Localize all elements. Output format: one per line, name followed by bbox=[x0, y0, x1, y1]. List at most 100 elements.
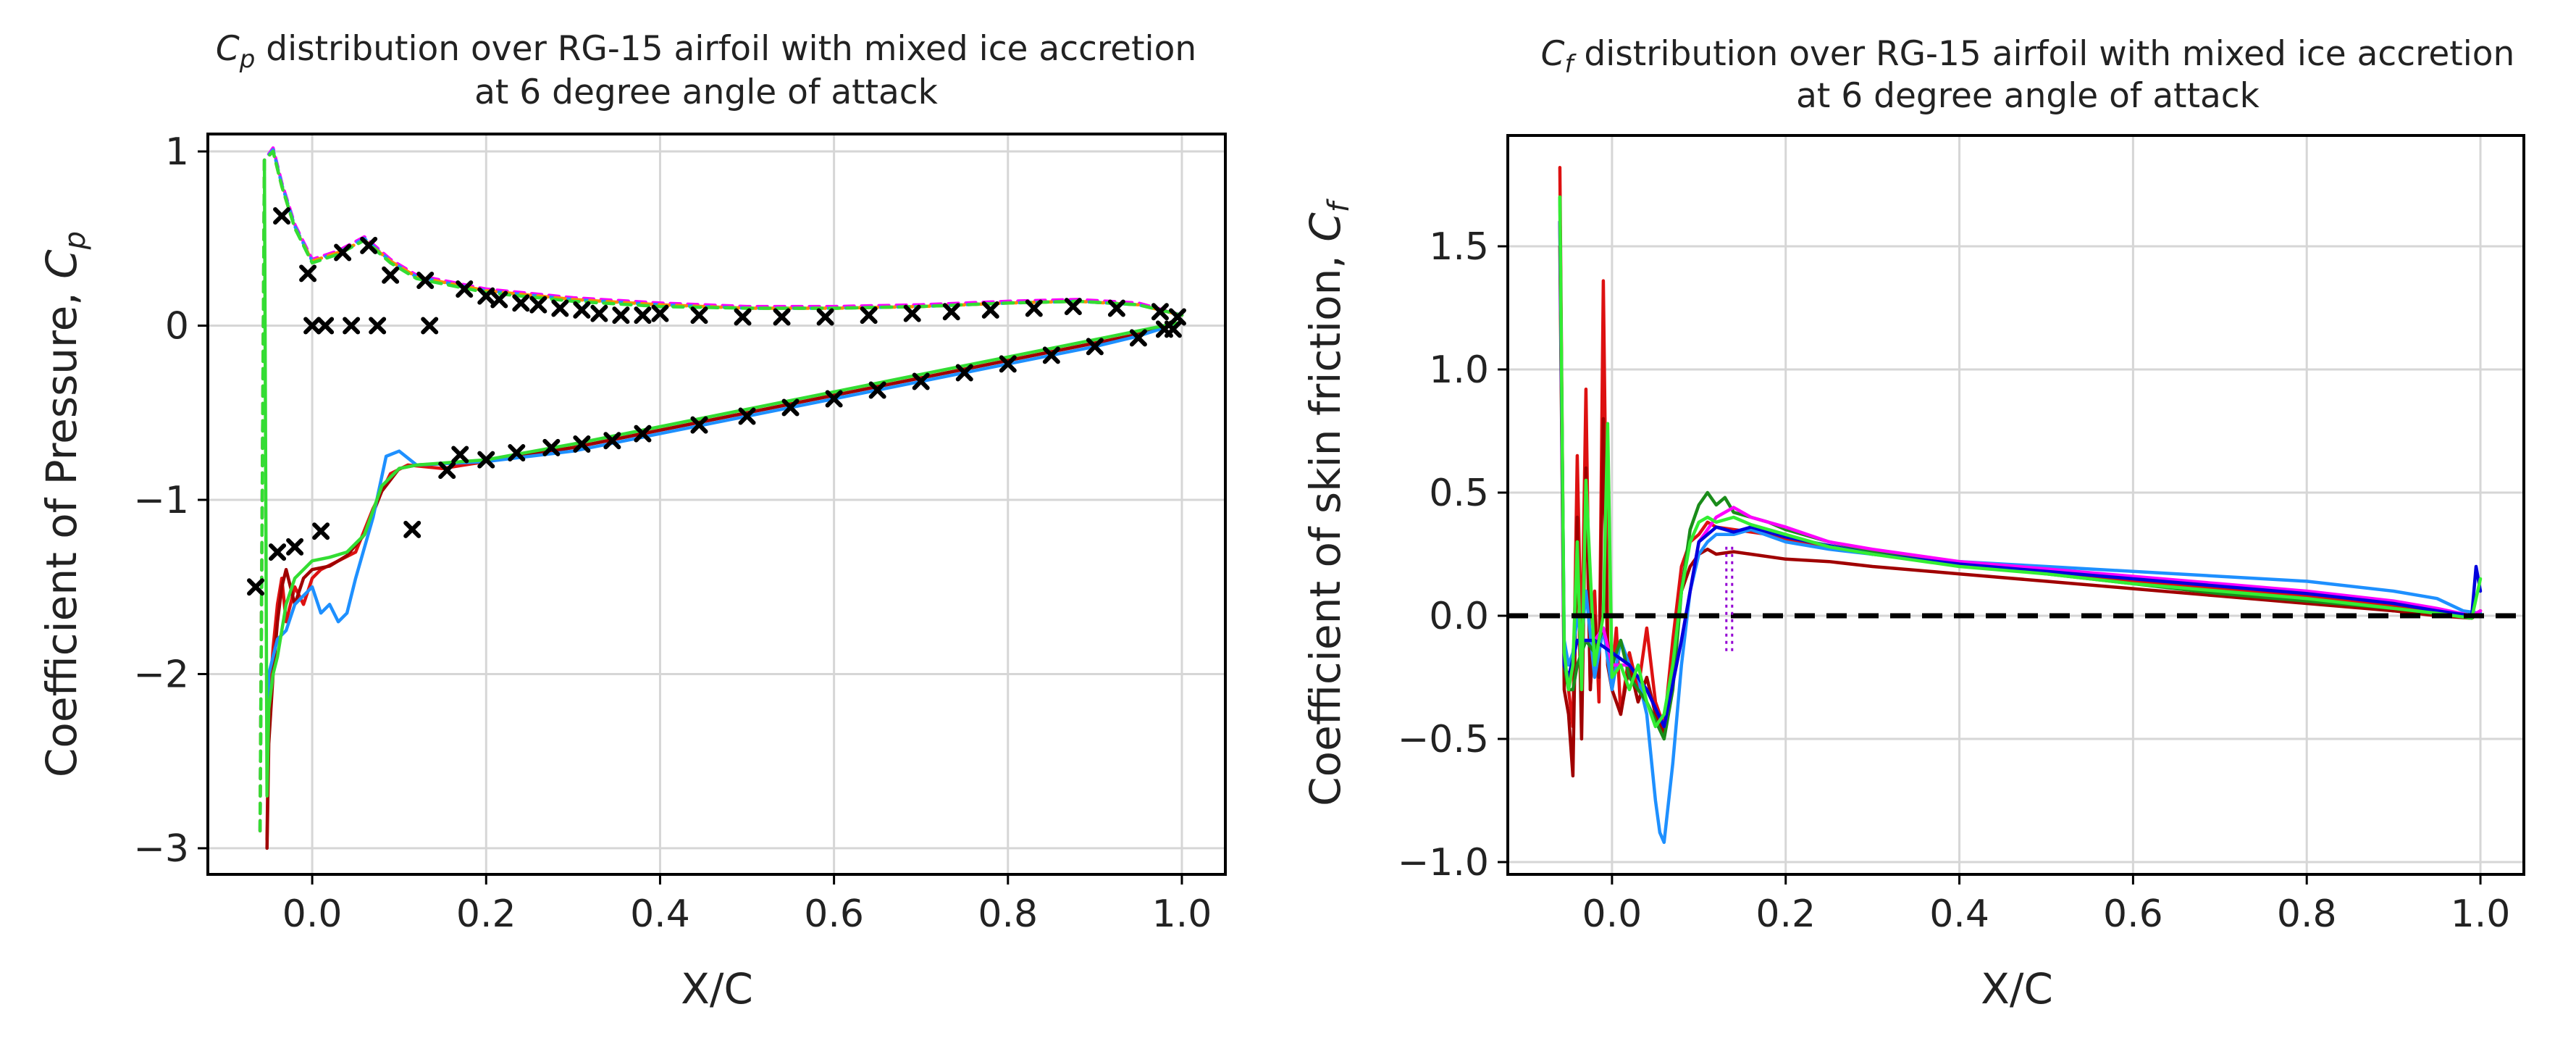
cp-experimental-point bbox=[438, 461, 456, 480]
cp-series-lower-surface-green bbox=[262, 158, 1184, 798]
cp-experimental-point bbox=[955, 364, 973, 382]
cp-experimental-point bbox=[316, 317, 335, 335]
cf-y-tick-label: 0.5 bbox=[1429, 472, 1489, 515]
cp-experimental-point bbox=[312, 522, 330, 540]
marker-stroke-b bbox=[382, 266, 400, 284]
cp-experimental-point bbox=[942, 303, 960, 321]
marker-stroke-b bbox=[1042, 346, 1060, 364]
cp-experimental-point bbox=[273, 207, 291, 225]
cp-experimental-point bbox=[773, 308, 791, 326]
cp-experimental-point bbox=[512, 294, 530, 312]
marker-stroke-b bbox=[573, 301, 591, 319]
cp-experimental-point bbox=[382, 266, 400, 284]
cp-experimental-point bbox=[868, 381, 886, 399]
marker-stroke-b bbox=[999, 355, 1017, 373]
marker-stroke-b bbox=[690, 416, 708, 434]
cp-y-tick-label: −1 bbox=[133, 479, 189, 522]
cp-experimental-point bbox=[590, 304, 608, 322]
cf-x-tick-label: 0.2 bbox=[1755, 892, 1816, 936]
cp-experimental-point bbox=[1064, 298, 1082, 316]
cp-experimental-markers bbox=[247, 207, 1186, 596]
marker-stroke-b bbox=[369, 317, 387, 335]
cp-x-tick-label: 0.6 bbox=[804, 892, 864, 936]
marker-stroke-b bbox=[477, 451, 495, 469]
cp-x-ticks: 0.0 0.2 0.4 0.6 0.8 1.0 bbox=[282, 874, 1212, 936]
cp-experimental-point bbox=[981, 301, 999, 319]
marker-stroke-b bbox=[1151, 303, 1169, 321]
marker-stroke-b bbox=[334, 243, 352, 262]
marker-stroke-b bbox=[312, 522, 330, 540]
marker-stroke-b bbox=[651, 304, 669, 322]
marker-stroke-b bbox=[490, 290, 508, 309]
cp-x-tick-label: 0.0 bbox=[282, 892, 343, 936]
marker-stroke-b bbox=[634, 425, 652, 443]
cp-experimental-point bbox=[912, 372, 930, 390]
marker-stroke-b bbox=[286, 538, 304, 556]
cp-title-line1: Cp distribution over RG-15 airfoil with … bbox=[216, 29, 1196, 74]
cf-y-tick-label: 1.0 bbox=[1429, 348, 1489, 392]
marker-stroke-b bbox=[773, 308, 791, 326]
cf-series-case-green bbox=[1558, 195, 2483, 729]
marker-stroke-b bbox=[903, 304, 921, 322]
cp-y-tick-label: −3 bbox=[133, 827, 189, 871]
cp-experimental-point bbox=[999, 355, 1017, 373]
marker-stroke-b bbox=[438, 461, 456, 480]
cf-x-tick-label: 0.8 bbox=[2277, 892, 2337, 936]
cp-series-lower-surface-darkred bbox=[265, 320, 1184, 850]
marker-stroke-b bbox=[456, 280, 474, 298]
cp-experimental-point bbox=[490, 290, 508, 309]
cp-experimental-point bbox=[903, 304, 921, 322]
marker-stroke-b bbox=[551, 299, 569, 317]
marker-stroke-b bbox=[303, 317, 322, 335]
cp-y-tick-label: 1 bbox=[165, 130, 189, 174]
cf-x-tick-label: 0.0 bbox=[1582, 892, 1642, 936]
cp-chart: Cp distribution over RG-15 airfoil with … bbox=[37, 29, 1227, 1013]
cf-y-tick-label: 1.5 bbox=[1429, 225, 1489, 269]
marker-stroke-b bbox=[343, 317, 361, 335]
cf-series-case-magenta bbox=[1558, 220, 2483, 729]
cp-experimental-point bbox=[247, 578, 265, 596]
marker-stroke-b bbox=[477, 287, 495, 305]
marker-stroke-b bbox=[868, 381, 886, 399]
cp-y-tick-label: 0 bbox=[165, 305, 189, 348]
cp-experimental-point bbox=[477, 287, 495, 305]
cp-x-tick-label: 1.0 bbox=[1152, 892, 1212, 936]
marker-stroke-b bbox=[1168, 308, 1186, 326]
cp-experimental-point bbox=[477, 451, 495, 469]
marker-stroke-b bbox=[942, 303, 960, 321]
cp-x-tick-label: 0.8 bbox=[978, 892, 1038, 936]
marker-stroke-b bbox=[1064, 298, 1082, 316]
cp-experimental-point bbox=[403, 520, 421, 538]
cp-experimental-point bbox=[816, 308, 834, 326]
cp-title-line2: at 6 degree angle of attack bbox=[474, 72, 939, 112]
cp-series-group bbox=[258, 146, 1184, 850]
marker-stroke-b bbox=[1129, 329, 1147, 347]
marker-stroke-b bbox=[508, 444, 526, 462]
cp-experimental-point bbox=[1107, 299, 1125, 317]
cf-x-tick-label: 1.0 bbox=[2451, 892, 2511, 936]
marker-stroke-b bbox=[1086, 338, 1104, 356]
cp-y-ticks: 1 0 −1 −2 −3 bbox=[133, 130, 208, 871]
cf-plot-frame bbox=[1506, 134, 2525, 876]
cp-experimental-point bbox=[299, 264, 317, 283]
cp-experimental-point bbox=[825, 390, 843, 408]
marker-stroke-b bbox=[529, 296, 547, 314]
cp-experimental-point bbox=[573, 435, 591, 453]
cf-series-case-red bbox=[1558, 165, 2483, 729]
marker-stroke-b bbox=[590, 304, 608, 322]
cp-experimental-point bbox=[416, 271, 435, 289]
cf-x-ticks: 0.0 0.2 0.4 0.6 0.8 1.0 bbox=[1582, 874, 2511, 936]
cp-series-lower-surface-blue bbox=[265, 320, 1184, 780]
cp-experimental-point bbox=[343, 317, 361, 335]
cp-series-upper-surface-case-1 bbox=[258, 146, 1184, 833]
cp-x-axis-label: X/C bbox=[681, 964, 753, 1013]
marker-stroke-b bbox=[612, 306, 630, 325]
cp-experimental-point bbox=[360, 236, 378, 254]
cp-experimental-point bbox=[612, 306, 630, 325]
cp-experimental-point bbox=[573, 301, 591, 319]
cp-series-upper-surface-case-3 bbox=[258, 149, 1184, 833]
cf-x-tick-label: 0.6 bbox=[2103, 892, 2163, 936]
cp-experimental-point bbox=[1129, 329, 1147, 347]
marker-stroke-b bbox=[825, 390, 843, 408]
